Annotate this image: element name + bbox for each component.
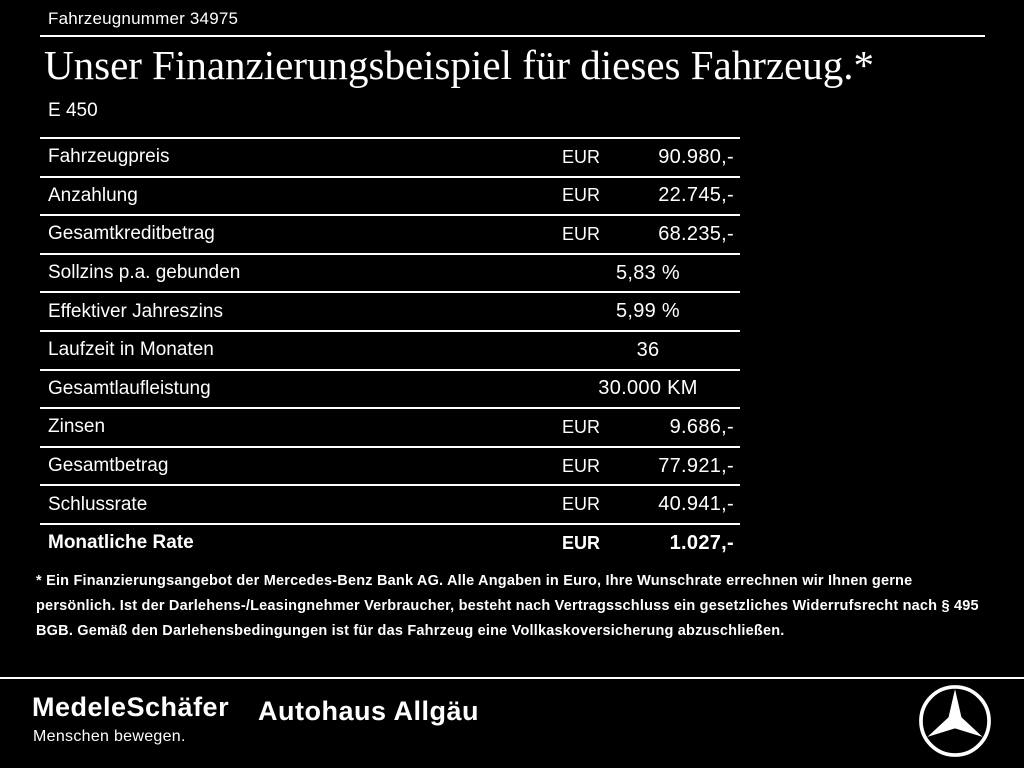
- row-currency: EUR: [562, 146, 601, 167]
- row-label: Sollzins p.a. gebunden: [48, 262, 241, 284]
- table-row: Schlussrate EUR 40.941,-: [40, 484, 740, 523]
- row-value: 22.745,-: [658, 184, 734, 207]
- table-row: Sollzins p.a. gebunden 5,83 %: [40, 252, 740, 292]
- row-label: Gesamtlaufleistung: [48, 377, 211, 399]
- row-value-area: EUR 1.027,-: [562, 532, 734, 555]
- row-currency: EUR: [562, 532, 601, 553]
- table-row: Fahrzeugpreis EUR 90.980,-: [40, 137, 740, 176]
- dealer1-tagline: Menschen bewegen.: [33, 728, 186, 745]
- row-value-area: 5,83 %: [562, 262, 734, 285]
- row-value-area: EUR 9.686,-: [562, 416, 734, 439]
- row-value: 77.921,-: [658, 454, 734, 477]
- vehicle-number: Fahrzeugnummer 34975: [48, 9, 239, 28]
- table-row: Effektiver Jahreszins 5,99 %: [40, 291, 740, 330]
- row-value-area: EUR 77.921,-: [562, 455, 734, 478]
- row-label: Gesamtkreditbetrag: [48, 223, 215, 245]
- row-value-area: EUR 90.980,-: [562, 146, 734, 169]
- row-label: Gesamtbetrag: [48, 455, 169, 477]
- finance-table: Fahrzeugpreis EUR 90.980,- Anzahlung EUR 22.7…: [40, 137, 740, 562]
- row-currency: EUR: [562, 223, 601, 244]
- row-value-area: EUR 68.235,-: [562, 223, 734, 246]
- table-row: Gesamtbetrag EUR 77.921,-: [40, 445, 740, 485]
- dealer-logo-autohaus-allgaeu: Autohaus Allgäu: [258, 696, 479, 726]
- row-value: 36: [636, 338, 660, 361]
- row-value: 1.027,-: [669, 531, 734, 554]
- row-label: Laufzeit in Monaten: [48, 339, 214, 361]
- row-label: Zinsen: [48, 416, 106, 438]
- dealer-logo-medele-schaefer: MedeleSchäfer: [32, 692, 230, 722]
- table-row: Monatliche Rate EUR 1.027,-: [40, 522, 740, 562]
- row-value: 40.941,-: [658, 493, 734, 516]
- row-currency: EUR: [562, 455, 601, 476]
- table-row: Anzahlung EUR 22.745,-: [40, 175, 740, 215]
- table-row: Laufzeit in Monaten 36: [40, 329, 740, 369]
- row-label: Anzahlung: [48, 184, 138, 206]
- page-title: Unser Finanzierungsbeispiel für dieses F…: [44, 42, 875, 88]
- row-value-area: 36: [562, 339, 734, 362]
- row-label: Effektiver Jahreszins: [48, 300, 223, 322]
- row-label: Schlussrate: [48, 493, 148, 515]
- row-label: Fahrzeugpreis: [48, 146, 170, 168]
- row-value-area: 30.000 KM: [562, 377, 734, 400]
- row-value: 9.686,-: [669, 415, 734, 438]
- row-label: Monatliche Rate: [48, 532, 194, 554]
- row-value: 30.000 KM: [598, 377, 698, 400]
- table-row: Gesamtlaufleistung 30.000 KM: [40, 368, 740, 408]
- row-value-area: EUR 40.941,-: [562, 493, 734, 516]
- row-currency: EUR: [562, 185, 601, 206]
- row-value: 5,83 %: [615, 261, 681, 284]
- footer-divider: [0, 677, 1024, 679]
- row-value: 68.235,-: [658, 222, 734, 245]
- row-value-area: EUR 22.745,-: [562, 184, 734, 207]
- row-value: 90.980,-: [658, 145, 734, 168]
- row-currency: EUR: [562, 416, 601, 437]
- footnote: * Ein Finanzierungsangebot der Mercedes-…: [36, 573, 979, 639]
- row-value-area: 5,99 %: [562, 300, 734, 323]
- row-value: 5,99 %: [615, 300, 681, 323]
- row-currency: EUR: [562, 494, 601, 515]
- table-row: Gesamtkreditbetrag EUR 68.235,-: [40, 214, 740, 253]
- header-divider: [40, 35, 985, 37]
- vehicle-model: E 450: [48, 100, 98, 121]
- mercedes-star-icon: [919, 685, 991, 757]
- table-row: Zinsen EUR 9.686,-: [40, 407, 740, 446]
